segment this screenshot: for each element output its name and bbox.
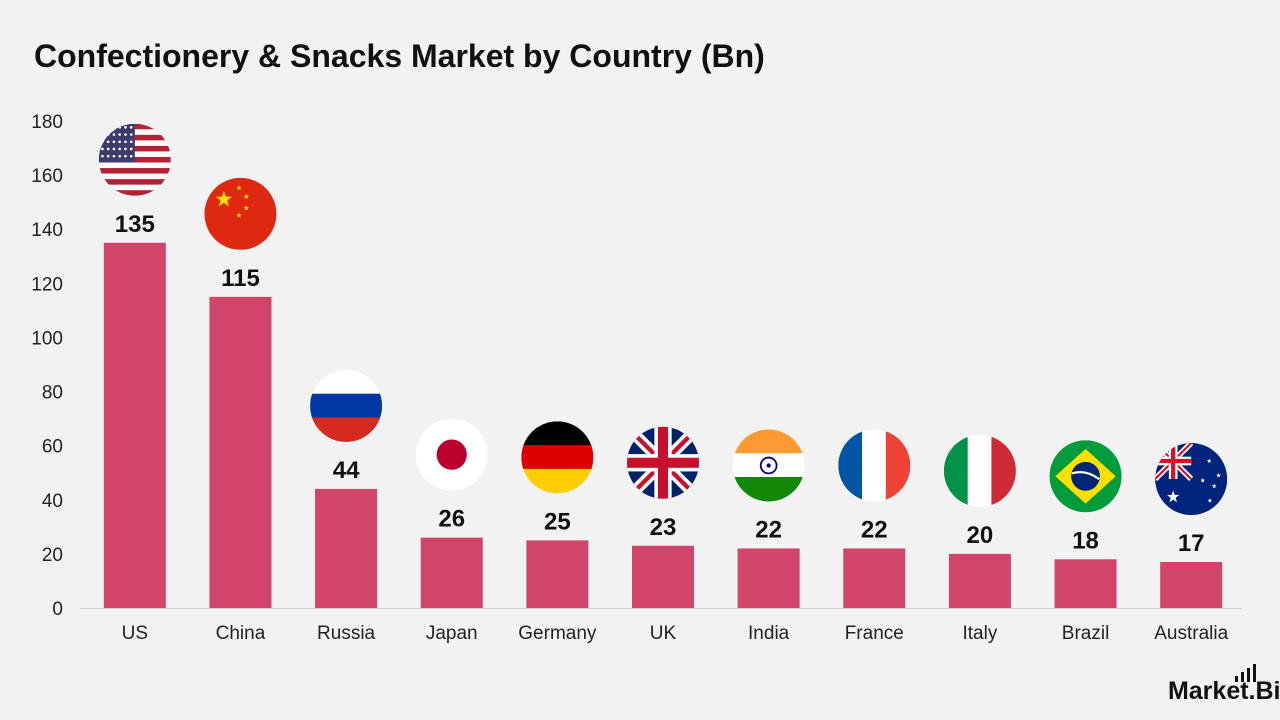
data-labels: 135 115 44 26 25 23 22 22 20 18 17 bbox=[115, 211, 1205, 557]
bar-russia bbox=[315, 488, 378, 608]
bars bbox=[103, 242, 1223, 608]
data-label: 23 bbox=[650, 514, 677, 541]
india-flag-icon bbox=[732, 429, 805, 502]
x-tick-label: France bbox=[845, 623, 904, 644]
x-tick-label: Germany bbox=[518, 623, 597, 644]
uk-flag-icon bbox=[627, 426, 699, 499]
x-tick-label: Russia bbox=[317, 623, 376, 644]
data-label: 115 bbox=[221, 265, 260, 292]
bar-australia bbox=[1160, 562, 1223, 608]
x-tick-label: Australia bbox=[1154, 623, 1228, 644]
data-label: 18 bbox=[1072, 527, 1099, 554]
russia-flag-icon bbox=[310, 369, 383, 442]
bar-chart: 0 20 40 60 80 100 120 140 160 180 135 115 44 26 25 23 2… bbox=[31, 112, 1242, 644]
bar-china bbox=[209, 296, 272, 608]
france-flag-icon bbox=[838, 429, 911, 502]
x-axis: US China Russia Japan Germany UK India France It… bbox=[80, 608, 1242, 644]
y-tick-label: 0 bbox=[52, 599, 63, 620]
brazil-flag-icon bbox=[1049, 440, 1122, 513]
bar-germany bbox=[526, 540, 589, 608]
bar-japan bbox=[420, 537, 483, 608]
australia-flag-icon bbox=[1155, 443, 1228, 516]
data-label: 22 bbox=[861, 516, 888, 543]
bar-france bbox=[843, 548, 906, 608]
bar-brazil bbox=[1054, 559, 1117, 608]
y-tick-label: 20 bbox=[42, 545, 63, 566]
brand-logo: Market.Biz bbox=[1168, 664, 1280, 706]
china-flag-icon bbox=[204, 177, 277, 250]
data-label: 20 bbox=[967, 522, 994, 549]
bar-uk bbox=[632, 545, 694, 608]
data-label: 25 bbox=[544, 508, 571, 535]
data-label: 26 bbox=[438, 506, 465, 533]
germany-flag-icon bbox=[521, 421, 594, 494]
x-tick-label: Japan bbox=[426, 623, 478, 644]
us-flag-icon bbox=[98, 123, 171, 196]
brand-bars-icon bbox=[1235, 664, 1256, 682]
y-tick-label: 120 bbox=[31, 274, 63, 295]
x-tick-label: India bbox=[748, 623, 790, 644]
x-tick-label: US bbox=[122, 623, 148, 644]
y-tick-label: 40 bbox=[42, 491, 63, 512]
japan-flag-icon bbox=[415, 418, 488, 491]
x-tick-label: China bbox=[216, 623, 266, 644]
data-label: 135 bbox=[115, 211, 155, 238]
y-tick-label: 100 bbox=[31, 328, 63, 349]
chart-title: Confectionery & Snacks Market by Country… bbox=[34, 38, 765, 74]
brand-text: Market.Biz bbox=[1167, 677, 1280, 705]
y-tick-label: 140 bbox=[31, 220, 63, 241]
y-axis: 0 20 40 60 80 100 120 140 160 180 bbox=[31, 112, 63, 620]
bar-us bbox=[103, 242, 166, 608]
data-label: 22 bbox=[755, 516, 782, 543]
x-tick-label: UK bbox=[650, 623, 677, 644]
y-tick-label: 80 bbox=[42, 383, 63, 404]
x-tick-label: Italy bbox=[962, 623, 997, 644]
y-tick-label: 160 bbox=[31, 166, 63, 187]
y-tick-label: 60 bbox=[42, 437, 63, 458]
bar-italy bbox=[948, 553, 1011, 608]
data-label: 44 bbox=[333, 457, 360, 484]
data-label: 17 bbox=[1178, 530, 1205, 557]
x-tick-label: Brazil bbox=[1062, 623, 1110, 644]
y-tick-label: 180 bbox=[31, 112, 63, 133]
bar-india bbox=[737, 548, 800, 608]
italy-flag-icon bbox=[943, 434, 1016, 507]
